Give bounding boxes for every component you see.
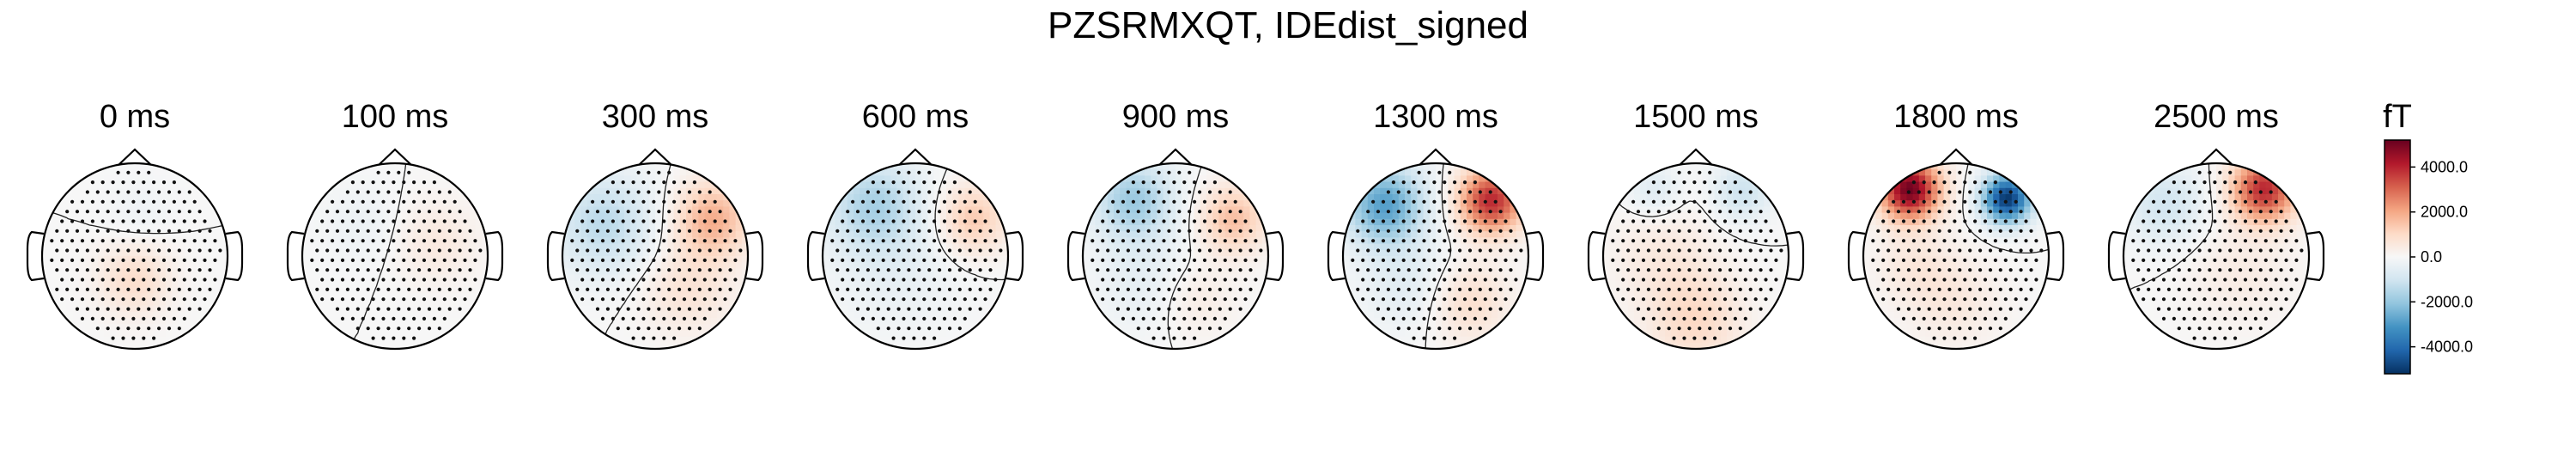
topomap-600-ms: 600 ms (806, 99, 1024, 351)
nose (1419, 148, 1453, 166)
colorbar-tick-label: 0.0 (2421, 248, 2442, 266)
left-ear (806, 230, 825, 282)
sensor-dots (1611, 170, 1783, 340)
topomap-0-ms: 0 ms (26, 99, 244, 351)
nose (638, 148, 672, 166)
left-ear (1327, 230, 1346, 282)
right-ear (1786, 230, 1805, 282)
right-ear (1526, 230, 1545, 282)
right-ear (485, 230, 504, 282)
left-ear (1066, 230, 1085, 282)
head-outline (806, 148, 1024, 351)
left-ear (1587, 230, 1606, 282)
topomap-time-label: 1300 ms (1373, 99, 1498, 135)
right-ear (1266, 230, 1285, 282)
right-ear (745, 230, 764, 282)
right-ear (2046, 230, 2065, 282)
head-outline (1847, 148, 2065, 351)
nose (118, 148, 152, 166)
colorbar-unit-label: fT (2383, 99, 2412, 135)
sensor-dots (1871, 170, 2044, 340)
sensor-dots (570, 170, 743, 340)
sensor-dots (830, 170, 1003, 340)
sensor-dots (310, 170, 483, 340)
colorbar-tick-label: -4000.0 (2421, 339, 2473, 356)
nose (2199, 148, 2233, 166)
head-outline (546, 148, 764, 351)
figure-title: PZSRMXQT, IDEdist_signed (1048, 4, 1528, 46)
topomap-100-ms: 100 ms (286, 99, 504, 351)
sensor-dots (1091, 170, 1263, 340)
topomap-time-label: 300 ms (602, 99, 709, 135)
topomap-900-ms: 900 ms (1066, 99, 1285, 351)
nose (1158, 148, 1193, 166)
head-outline (1327, 148, 1545, 351)
topomap-panels: 0 ms 100 ms 300 ms 600 ms 900 ms 1300 ms 1500 … (26, 99, 2325, 351)
topomap-time-label: 100 ms (342, 99, 449, 135)
topomap-300-ms: 300 ms (546, 99, 764, 351)
colorbar: fT 4000.0 2000.0 0.0 -2000.0 -4000.0 (2383, 99, 2473, 375)
left-ear (546, 230, 565, 282)
sensor-dots (2131, 170, 2304, 340)
right-ear (1005, 230, 1024, 282)
nose (1679, 148, 1713, 166)
left-ear (2107, 230, 2126, 282)
nose (1939, 148, 1973, 166)
right-ear (225, 230, 244, 282)
colorbar-tick-label: 4000.0 (2421, 158, 2468, 175)
head-outline (1587, 148, 1805, 351)
left-ear (26, 230, 45, 282)
left-ear (1847, 230, 1866, 282)
topomap-time-label: 1500 ms (1633, 99, 1759, 135)
head-outline (286, 148, 504, 351)
topomap-1500-ms: 1500 ms (1587, 99, 1805, 351)
topomap-time-label: 2500 ms (2154, 99, 2279, 135)
nose (378, 148, 412, 166)
topomap-1300-ms: 1300 ms (1327, 99, 1545, 351)
head-outline (1066, 148, 1285, 351)
right-ear (2306, 230, 2325, 282)
colorbar-tick-label: 2000.0 (2421, 204, 2468, 221)
head-outline (26, 148, 244, 351)
topomap-time-label: 0 ms (100, 99, 170, 135)
head-outline (2107, 148, 2325, 351)
topomap-1800-ms: 1800 ms (1847, 99, 2065, 351)
colorbar-tick-label: -2000.0 (2421, 293, 2473, 310)
topomap-2500-ms: 2500 ms (2107, 99, 2325, 351)
topomap-time-label: 900 ms (1122, 99, 1230, 135)
nose (898, 148, 933, 166)
topomap-time-label: 600 ms (862, 99, 969, 135)
sensor-dots (50, 170, 222, 340)
colorbar-scale (2384, 139, 2411, 375)
left-ear (286, 230, 305, 282)
topomap-time-label: 1800 ms (1893, 99, 2019, 135)
sensor-dots (1351, 170, 1523, 340)
